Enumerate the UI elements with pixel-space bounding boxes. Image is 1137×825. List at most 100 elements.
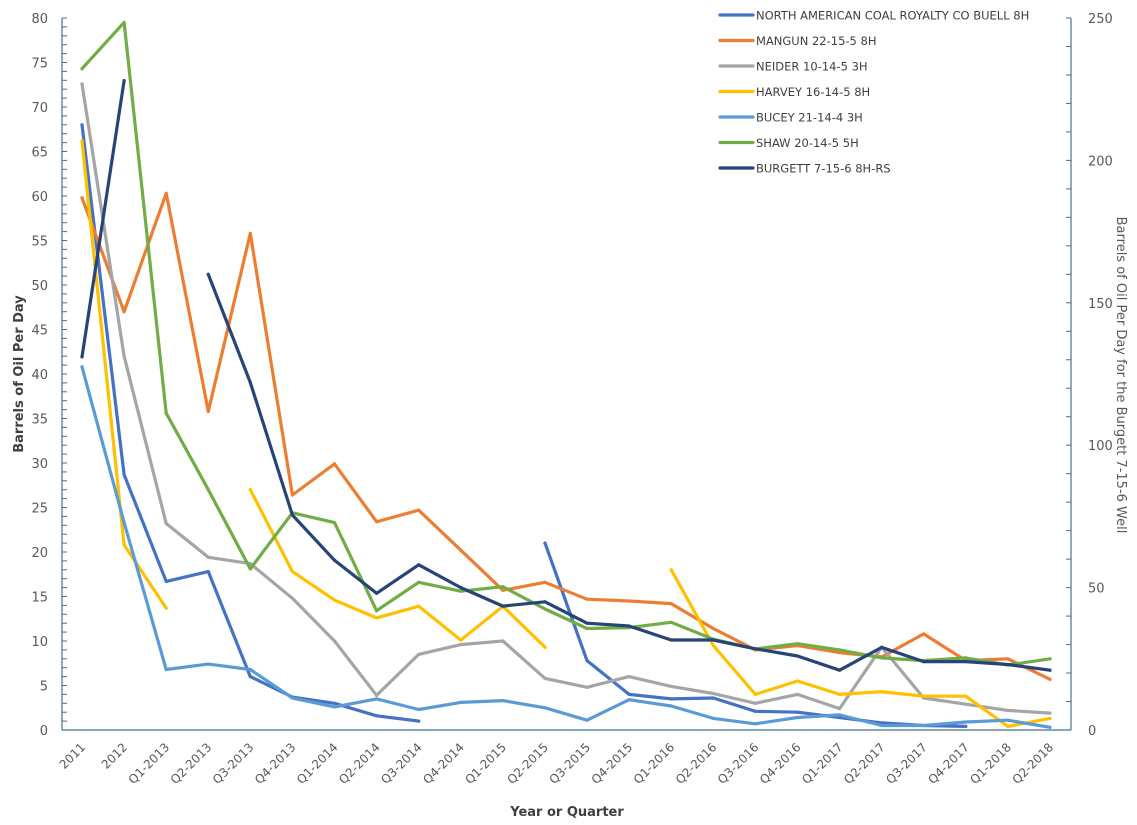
data-point: [332, 462, 337, 466]
data-point: [375, 616, 379, 620]
data-point: [248, 667, 252, 672]
data-point: [1006, 724, 1010, 729]
data-point: [880, 690, 884, 694]
data-point: [290, 513, 295, 517]
legend-label: HARVEY 16-14-5 8H: [756, 85, 870, 99]
data-point: [332, 705, 337, 709]
x-tick-label: Q3-2013: [210, 740, 257, 787]
data-point: [543, 645, 547, 649]
data-point: [711, 643, 715, 648]
data-point: [459, 548, 463, 552]
data-point: [1006, 718, 1010, 722]
y-tick-label: 55: [31, 235, 48, 250]
data-point: [669, 568, 673, 572]
data-point: [332, 598, 337, 602]
data-point: [669, 602, 673, 606]
data-point: [164, 579, 168, 583]
series-line: [80, 123, 421, 723]
x-tick-label: Q2-2017: [841, 740, 888, 787]
data-point: [1048, 668, 1052, 672]
data-point: [880, 645, 884, 650]
data-point: [1048, 677, 1052, 681]
data-point: [206, 488, 210, 492]
data-point: [753, 709, 757, 713]
data-point: [459, 589, 463, 593]
data-point: [880, 723, 884, 728]
data-point: [795, 654, 800, 658]
data-point: [585, 718, 589, 722]
data-point: [206, 409, 210, 413]
data-point: [80, 67, 84, 71]
x-tick-label: Q1-2017: [799, 740, 846, 787]
data-point: [122, 354, 126, 358]
data-point: [80, 355, 84, 359]
x-axis-title: Year or Quarter: [509, 805, 624, 820]
data-point: [585, 621, 589, 625]
x-tick-label: Q2-2014: [336, 740, 383, 787]
data-point: [1006, 657, 1010, 661]
y-tick-label: 35: [31, 413, 48, 428]
y2-tick-label: 50: [1088, 582, 1105, 597]
data-point: [248, 231, 252, 235]
data-point: [1048, 725, 1052, 729]
data-point: [585, 626, 589, 631]
data-point: [837, 713, 842, 717]
data-point: [543, 541, 547, 545]
y-tick-label: 5: [40, 680, 48, 695]
series-line: [543, 541, 968, 729]
series-line: [80, 82, 1052, 715]
data-point: [669, 638, 673, 642]
data-point: [206, 555, 210, 559]
x-tick-label: Q4-2017: [925, 740, 972, 787]
series-3: [80, 139, 1052, 729]
x-tick-label: Q3-2017: [883, 740, 930, 787]
data-point: [753, 701, 757, 705]
x-tick-label: Q4-2013: [252, 740, 299, 787]
data-point: [501, 585, 505, 589]
legend-label: BURGETT 7-15-6 8H-RS: [756, 162, 891, 176]
data-point: [248, 488, 252, 492]
series-4: [80, 365, 1052, 729]
data-point: [164, 191, 168, 195]
data-point: [80, 196, 84, 200]
data-point: [501, 639, 505, 643]
data-point: [375, 693, 379, 697]
y2-tick-label: 150: [1088, 297, 1113, 312]
data-point: [417, 604, 421, 608]
y-tick-label: 30: [31, 457, 48, 472]
data-point: [669, 620, 673, 624]
x-tick-label: Q2-2016: [673, 740, 720, 787]
data-point: [417, 652, 421, 656]
data-point: [627, 692, 631, 697]
legend-label: MANGUN 22-15-5 8H: [756, 34, 876, 48]
data-point: [711, 696, 715, 700]
data-point: [459, 700, 463, 705]
series-line: [80, 20, 1052, 667]
data-point: [375, 520, 379, 524]
data-point: [248, 675, 252, 679]
data-point: [1006, 708, 1010, 713]
x-tick-label: Q1-2014: [294, 740, 341, 787]
legend-label: NEIDER 10-14-5 3H: [756, 60, 868, 74]
data-point: [164, 521, 168, 526]
series-lines: [80, 20, 1052, 729]
legend-label: NORTH AMERICAN COAL ROYALTY CO BUELL 8H: [756, 9, 1029, 23]
data-point: [164, 411, 168, 415]
data-point: [164, 606, 168, 610]
data-point: [375, 591, 379, 595]
data-point: [922, 660, 926, 664]
data-point: [795, 710, 800, 714]
y-tick-label: 25: [31, 502, 48, 517]
left-minor-ticks: [62, 17, 67, 731]
data-point: [922, 694, 926, 698]
data-point: [837, 668, 842, 672]
y2-tick-label: 200: [1088, 154, 1113, 169]
y-tick-label: 45: [31, 324, 48, 339]
data-point: [332, 701, 337, 705]
data-point: [627, 698, 631, 702]
legend-item: NORTH AMERICAN COAL ROYALTY CO BUELL 8H: [718, 9, 1029, 23]
data-point: [837, 648, 842, 652]
series-line: [80, 139, 168, 610]
data-point: [122, 20, 126, 25]
